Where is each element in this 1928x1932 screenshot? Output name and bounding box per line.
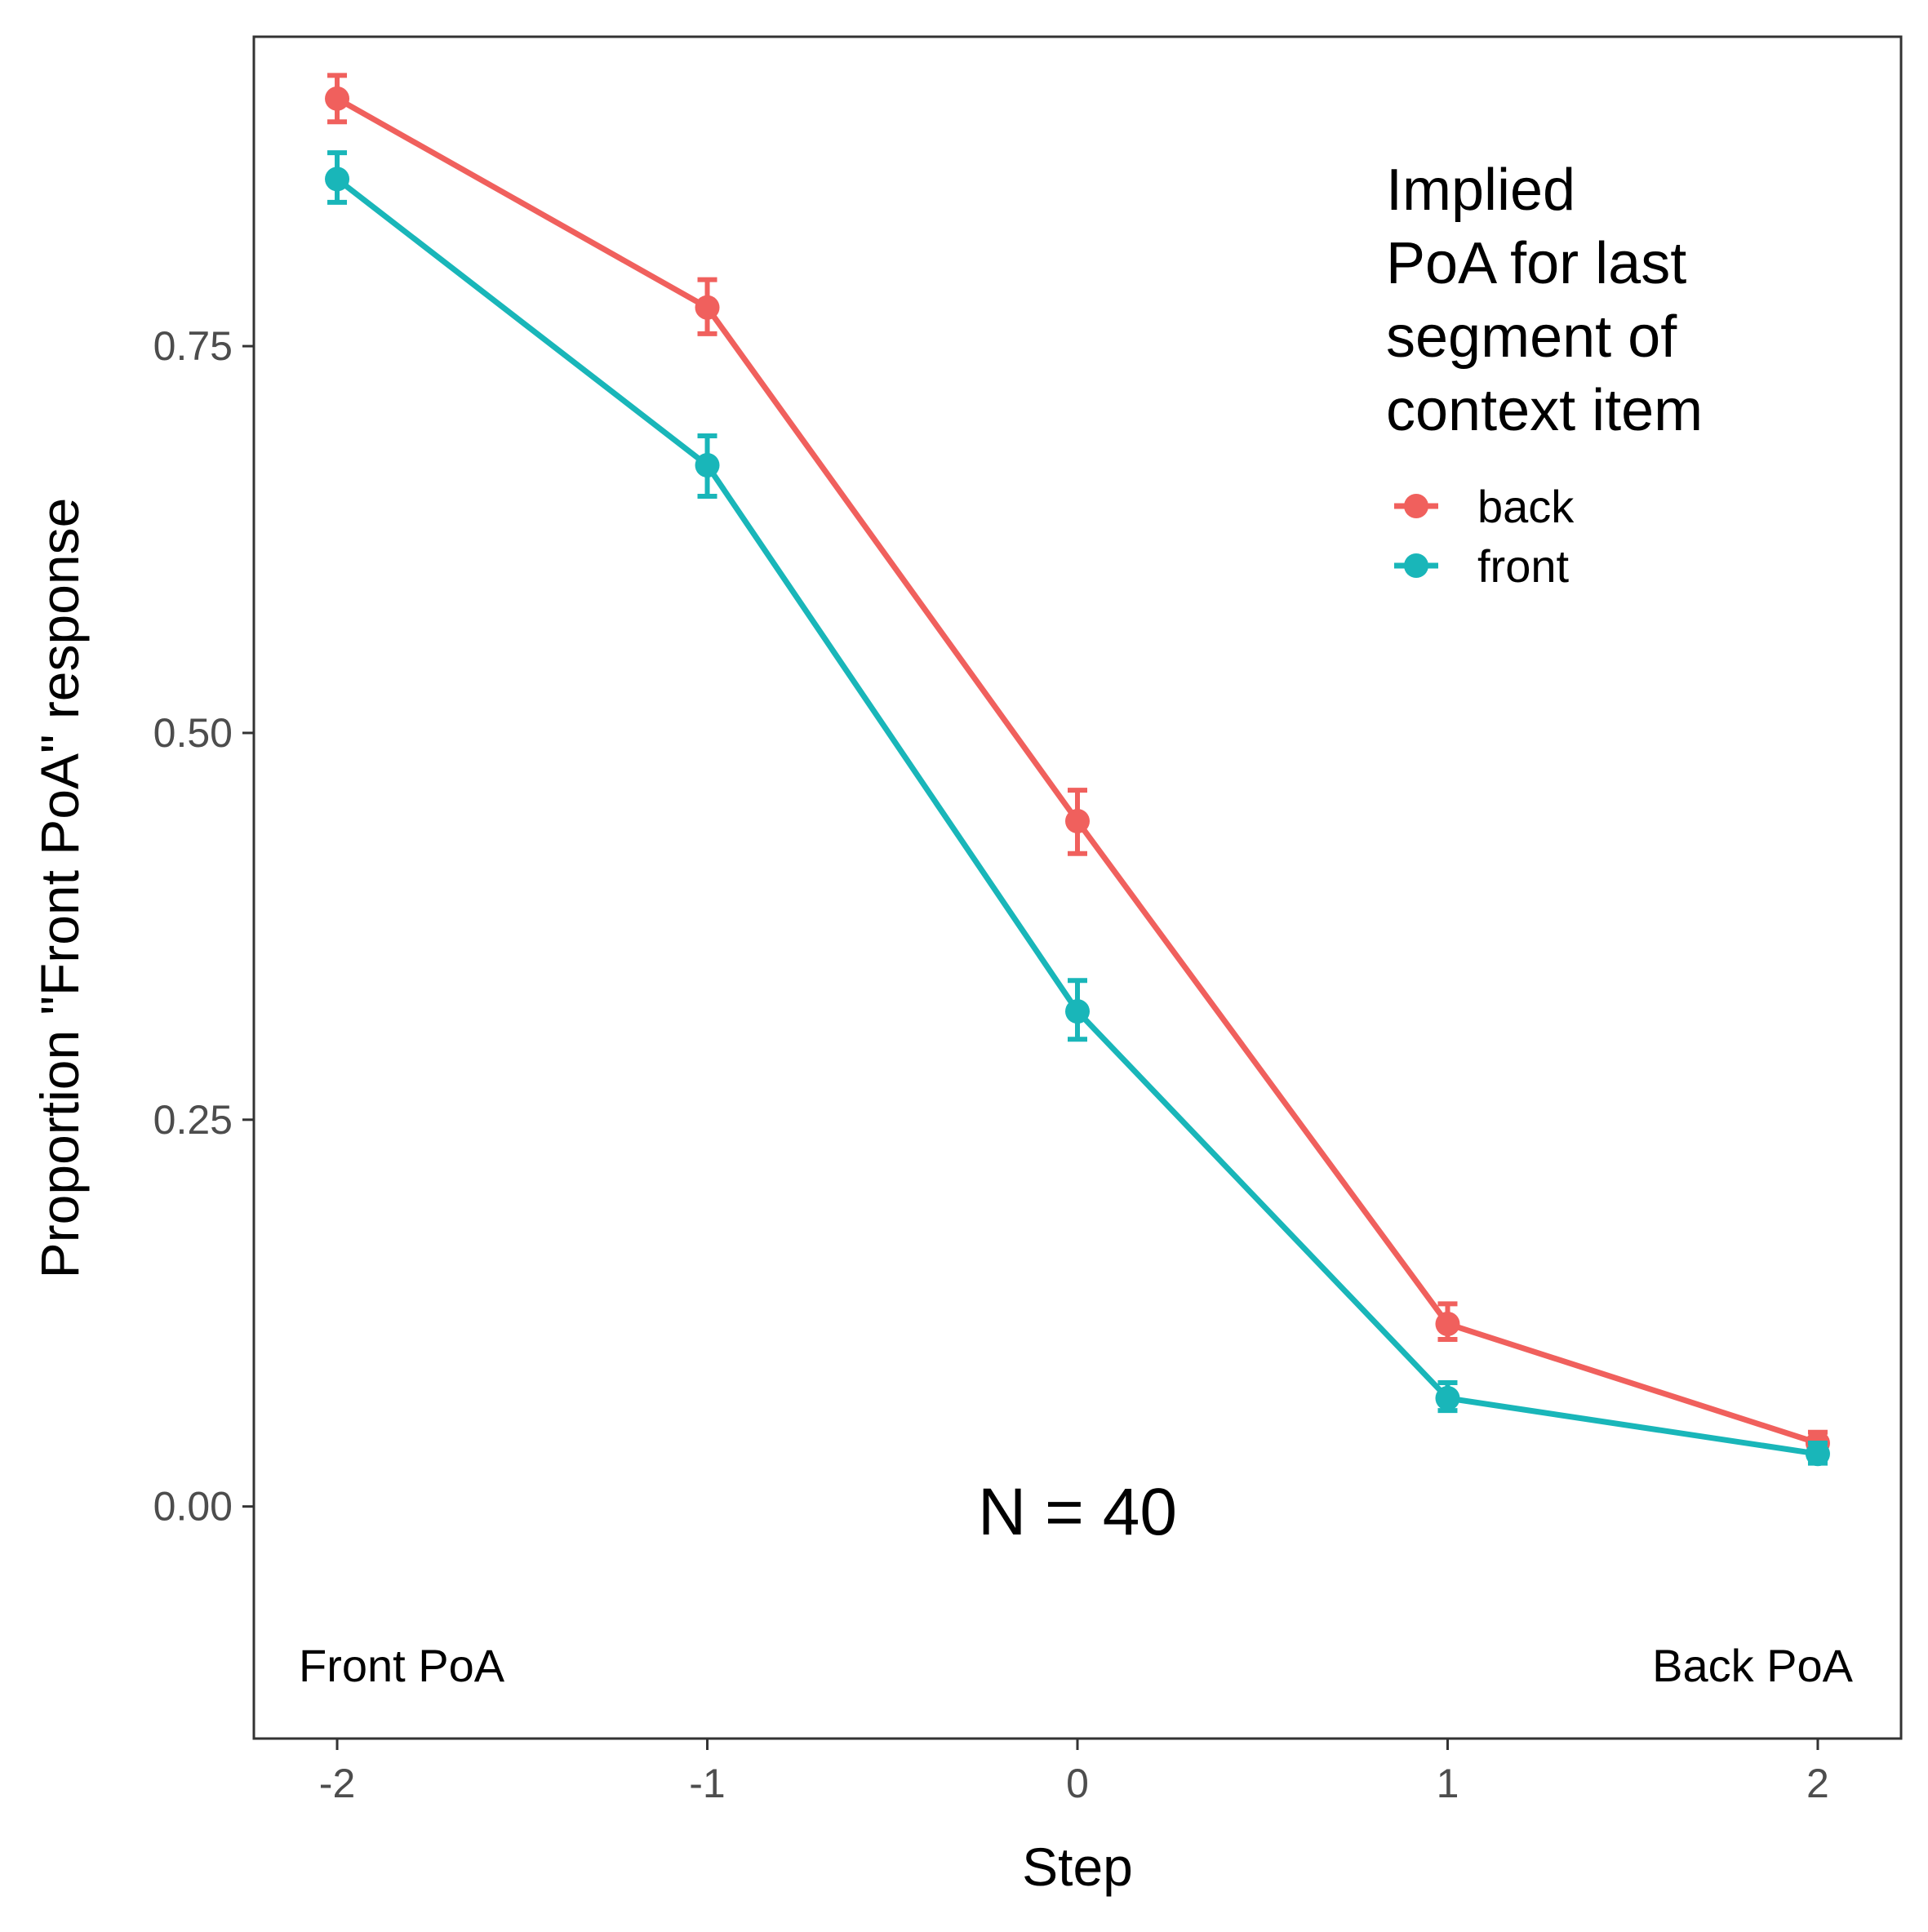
- legend-item-front: front: [1394, 540, 1569, 592]
- legend-label: back: [1477, 481, 1575, 532]
- data-point: [1435, 1312, 1460, 1337]
- legend-title-line: PoA for last: [1386, 231, 1686, 296]
- back-poa-annotation: Back PoA: [1652, 1640, 1854, 1691]
- legend-key-point: [1404, 494, 1428, 518]
- y-axis-title: Proportion "Front PoA" response: [29, 498, 90, 1279]
- legend-title-line: segment of: [1386, 304, 1677, 370]
- data-point: [1435, 1386, 1460, 1410]
- y-tick-label: 0.50: [153, 710, 233, 756]
- x-tick-label: 2: [1806, 1761, 1829, 1806]
- data-point: [325, 167, 350, 192]
- x-tick-label: -1: [689, 1761, 725, 1806]
- x-axis-title: Step: [1022, 1837, 1133, 1897]
- data-point: [695, 453, 720, 478]
- data-point: [1065, 999, 1090, 1024]
- x-tick-label: 1: [1437, 1761, 1459, 1806]
- legend-label: front: [1477, 540, 1569, 592]
- data-point: [325, 86, 350, 111]
- legend-key-point: [1404, 553, 1428, 578]
- legend-title-line: Implied: [1386, 158, 1575, 223]
- front-poa-annotation: Front PoA: [299, 1640, 505, 1691]
- data-point: [1065, 808, 1090, 833]
- y-tick-label: 0.00: [153, 1484, 233, 1530]
- y-tick-label: 0.25: [153, 1097, 233, 1143]
- legend-item-back: back: [1394, 481, 1575, 532]
- legend: Implied PoA for last segment of context …: [1386, 158, 1703, 592]
- series-back: [325, 73, 1830, 1457]
- sample-size-annotation: N = 40: [978, 1475, 1177, 1549]
- data-point: [1805, 1441, 1830, 1467]
- x-tick-label: 0: [1066, 1761, 1089, 1806]
- x-tick-label: -2: [319, 1761, 355, 1806]
- y-tick-label: 0.75: [153, 323, 233, 369]
- legend-title-line: context item: [1386, 378, 1703, 443]
- series-front: [325, 150, 1830, 1467]
- data-point: [695, 295, 720, 320]
- legend-title: Implied PoA for last segment of context …: [1386, 158, 1703, 443]
